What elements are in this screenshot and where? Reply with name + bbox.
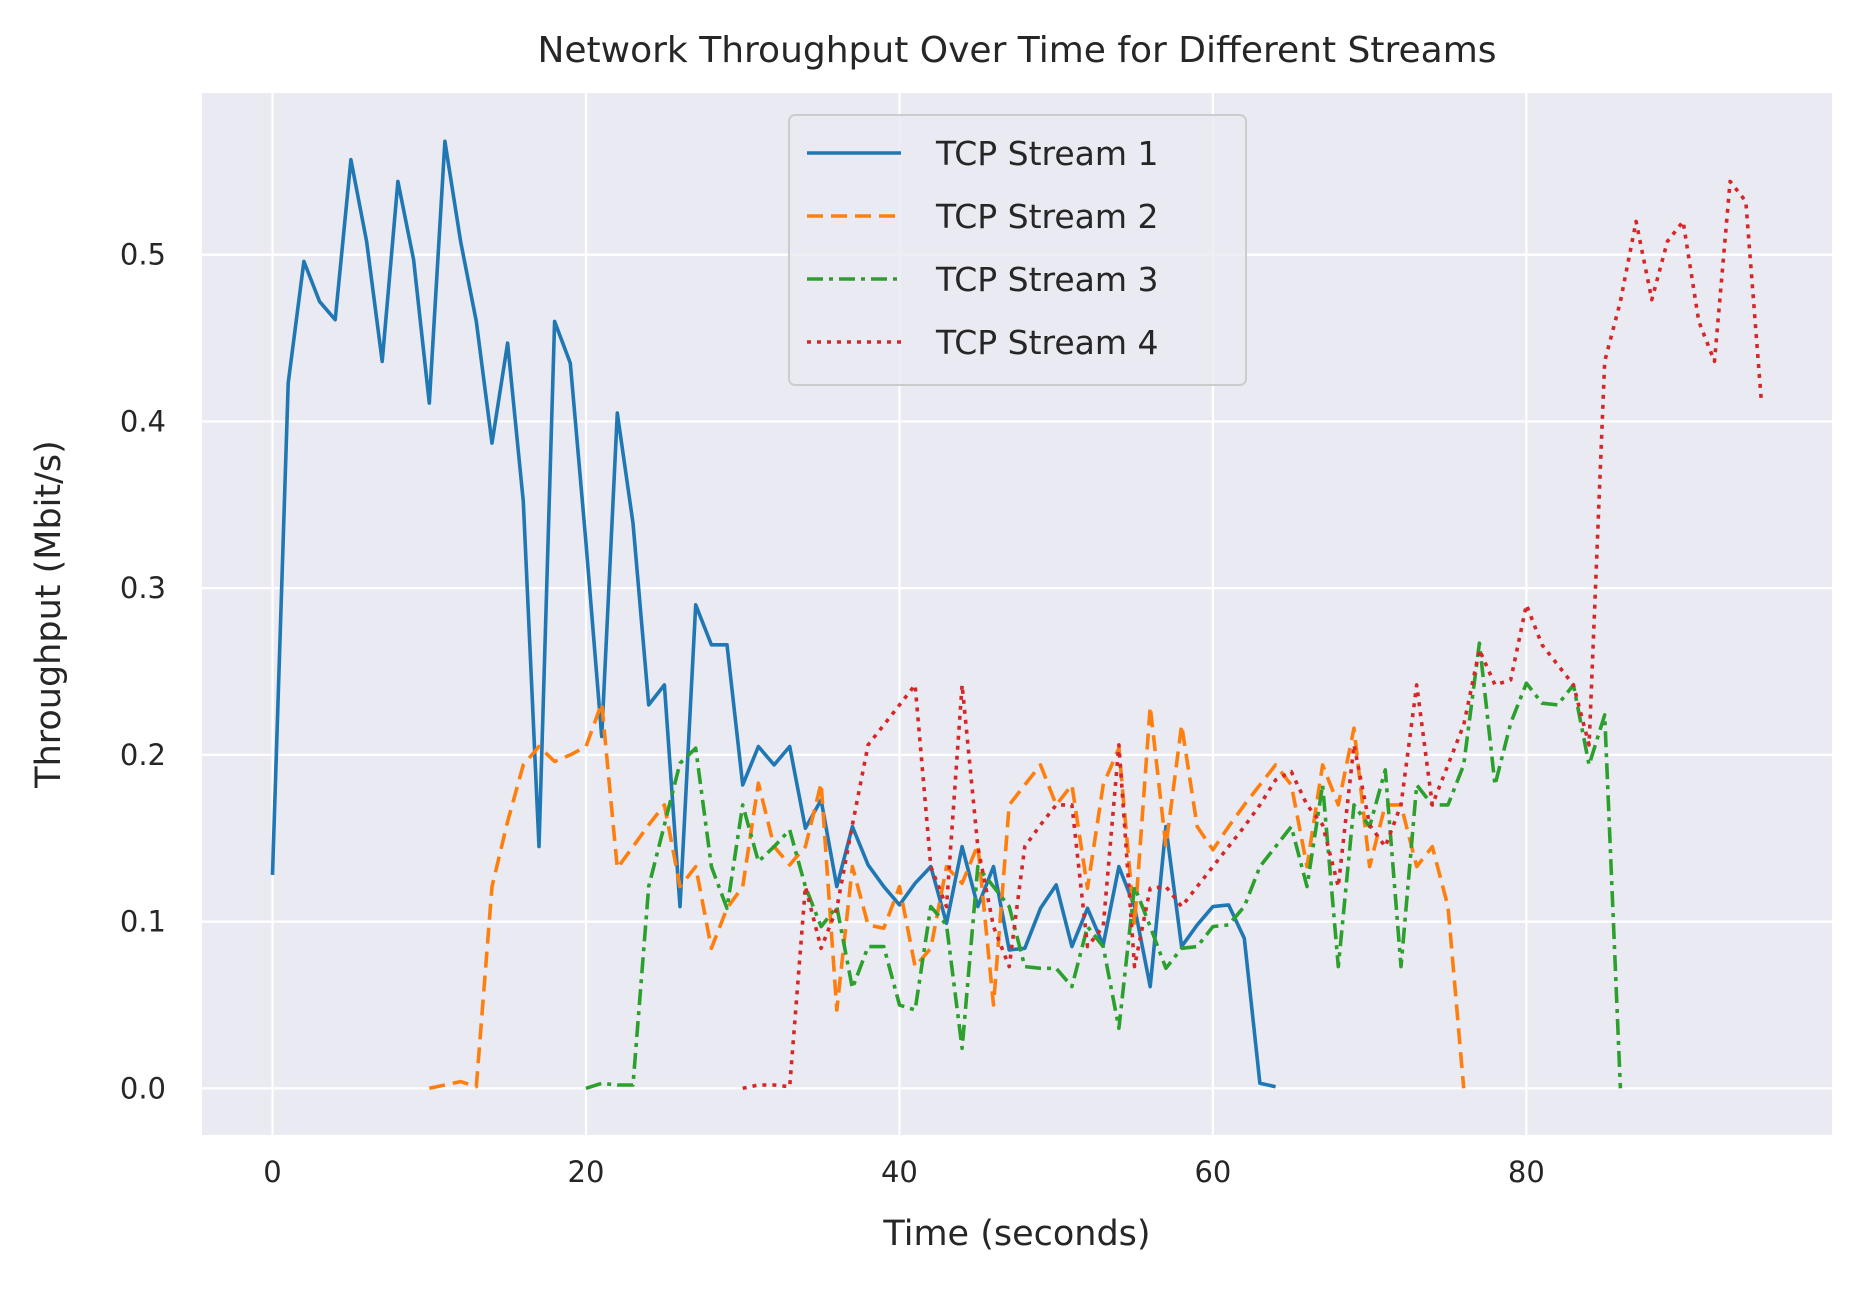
x-tick-label: 80 (1508, 1155, 1545, 1189)
y-tick-label: 0.0 (120, 1071, 166, 1105)
y-tick-label: 0.5 (120, 238, 166, 272)
x-tick-label: 20 (568, 1155, 605, 1189)
legend-box (788, 114, 1247, 386)
legend-label-4: TCP Stream 4 (935, 323, 1159, 362)
legend: TCP Stream 1 TCP Stream 2 TCP Stream 3 TCP … (788, 114, 1247, 386)
series-line-4 (742, 179, 1764, 1091)
y-axis-label: Throughput (Mbit/s) (29, 440, 69, 789)
legend-label-3: TCP Stream 3 (935, 260, 1159, 299)
y-tick-label: 0.3 (120, 571, 166, 605)
series-layer (270, 139, 1764, 1091)
legend-label-1: TCP Stream 1 (935, 134, 1159, 173)
tick-labels: 0 20 40 60 80 0.0 0.1 0.2 0.3 0.4 0.5 (120, 238, 1545, 1189)
x-tick-label: 60 (1194, 1155, 1231, 1189)
legend-label-2: TCP Stream 2 (935, 197, 1159, 236)
series-line-1 (270, 139, 1276, 1089)
series-line-2 (428, 701, 1466, 1091)
x-tick-label: 40 (881, 1155, 918, 1189)
x-axis-label: Time (seconds) (882, 1214, 1150, 1254)
x-tick-label: 0 (263, 1155, 281, 1189)
y-tick-label: 0.2 (120, 738, 166, 772)
y-tick-label: 0.4 (120, 404, 166, 438)
chart-title: Network Throughput Over Time for Differe… (537, 30, 1496, 71)
series-line-3 (585, 641, 1623, 1091)
y-tick-label: 0.1 (120, 905, 166, 939)
